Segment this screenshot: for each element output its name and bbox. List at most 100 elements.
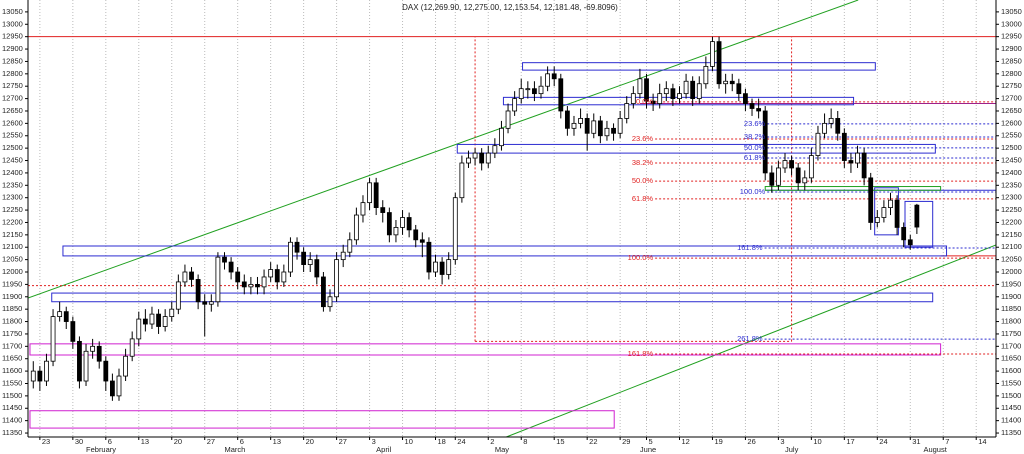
candle-body: [90, 345, 96, 352]
x-tick-label: 29: [622, 437, 630, 446]
x-tick-label: 12: [681, 437, 689, 446]
month-label: August: [923, 445, 947, 454]
candle-body: [393, 227, 399, 236]
y-tick-label: 12100: [2, 242, 23, 251]
x-tick-label: 7: [945, 437, 949, 446]
y-tick-label: 12300: [2, 193, 23, 202]
candle-body: [479, 152, 485, 164]
candle-body: [624, 103, 630, 119]
fib-label: 23.6%: [744, 119, 766, 128]
candle-body: [353, 214, 359, 241]
y-tick-label: 11750: [2, 329, 22, 338]
x-tick-label: 2: [490, 437, 494, 446]
x-tick-label: 6: [108, 437, 112, 446]
month-label: July: [785, 445, 799, 454]
candle-body: [637, 78, 643, 95]
x-tick-label: 27: [339, 437, 347, 446]
candle-body: [743, 93, 748, 104]
x-tick-label: 22: [589, 437, 597, 446]
candle-body: [663, 88, 669, 95]
annotation-box: [51, 292, 934, 303]
fib-label: 23.6%: [632, 134, 654, 143]
candle-body: [499, 127, 504, 147]
candle-body: [716, 41, 722, 85]
candle-body: [775, 167, 781, 186]
y-tick-label: 12250: [2, 205, 23, 214]
candle-body: [835, 118, 841, 134]
fib-label: 261.8%: [737, 334, 763, 343]
candle-body: [802, 177, 808, 184]
fib-label: 0.0%: [636, 97, 653, 106]
chart-title: DAX (12,269.90, 12,275.00, 12,153.54, 12…: [402, 3, 618, 12]
x-tick-label: 20: [174, 437, 182, 446]
candle-body: [604, 127, 610, 137]
month-label: May: [495, 445, 509, 454]
y-tick-label: 12450: [2, 156, 23, 165]
candle-body: [426, 241, 432, 273]
candle-body: [50, 316, 56, 362]
annotation-box: [522, 62, 876, 71]
candle-body: [756, 108, 762, 112]
x-tick-label: 3: [372, 437, 376, 446]
candle-body: [459, 162, 465, 199]
candle-body: [518, 88, 524, 99]
fib-label: 161.8%: [628, 349, 654, 358]
y-tick-label: 12400: [2, 168, 23, 177]
x-tick-label: 31: [912, 437, 920, 446]
y-tick-label: 11600: [1001, 366, 1021, 375]
month-label: February: [86, 445, 116, 454]
x-tick-label: 18: [438, 437, 446, 446]
candle-body: [307, 259, 313, 265]
x-tick-label: 10: [813, 437, 821, 446]
y-tick-label: 12350: [1001, 180, 1022, 189]
candle-body: [822, 122, 827, 134]
candle-body: [439, 261, 445, 275]
fib-label: 61.8%: [632, 194, 654, 203]
candle-body: [736, 83, 742, 95]
candle-body: [650, 100, 656, 104]
y-tick-label: 12350: [2, 180, 23, 189]
y-tick-label: 11700: [2, 341, 22, 350]
y-tick-label: 12150: [1001, 230, 1022, 239]
candle-body: [617, 118, 623, 134]
candle-body: [413, 229, 419, 241]
candle-body: [241, 281, 247, 288]
candle-body: [248, 283, 254, 288]
candle-body: [538, 85, 544, 95]
x-tick-label: 19: [714, 437, 722, 446]
y-tick-label: 11700: [1001, 341, 1021, 350]
annotation-box: [62, 245, 948, 257]
candle-body: [677, 93, 682, 99]
month-label: April: [376, 445, 391, 454]
candle-body: [683, 80, 689, 95]
candle-body: [77, 340, 82, 382]
y-tick-label: 12450: [1001, 156, 1022, 165]
x-tick-label: 24: [879, 437, 887, 446]
candle-body: [782, 160, 788, 169]
candle-body: [789, 160, 794, 169]
candle-body: [710, 41, 715, 67]
candle-body: [881, 207, 887, 218]
candle-body: [175, 281, 181, 310]
candle-body: [327, 296, 333, 308]
y-tick-label: 11550: [1001, 378, 1021, 387]
candle-body: [505, 110, 511, 129]
candle-body: [446, 259, 452, 275]
candle-body: [749, 103, 755, 109]
candle-body: [670, 88, 676, 99]
candle-body: [83, 350, 89, 382]
candle-body: [63, 311, 69, 322]
y-tick-label: 12800: [1001, 69, 1022, 78]
candle-body: [123, 355, 128, 377]
y-tick-label: 12800: [2, 69, 23, 78]
month-label: June: [640, 445, 656, 454]
y-tick-label: 12300: [1001, 193, 1022, 202]
candle-body: [584, 118, 590, 134]
y-tick-label: 11450: [2, 403, 22, 412]
candle-body: [44, 360, 49, 382]
y-tick-label: 11350: [2, 428, 22, 437]
candle-body: [492, 145, 498, 154]
annotation-box: [904, 200, 934, 248]
